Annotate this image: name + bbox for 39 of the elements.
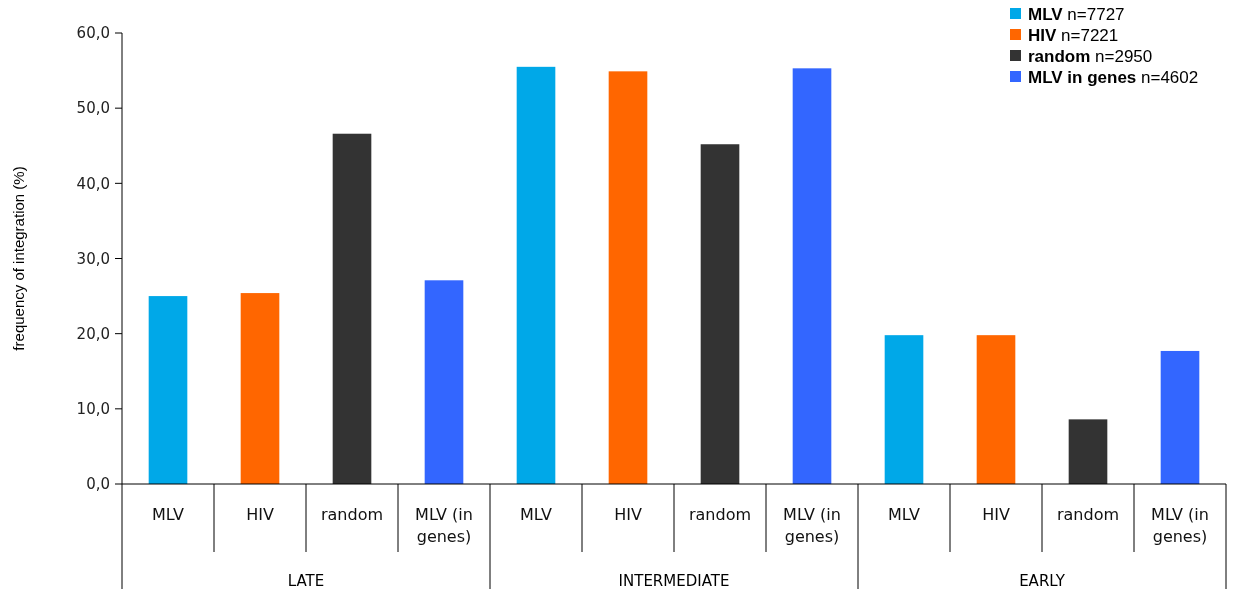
x-tick-label: HIV bbox=[982, 505, 1010, 524]
x-tick-label: MLV (in genes) bbox=[783, 505, 841, 546]
text: INTERMEDIATE bbox=[618, 572, 730, 589]
y-tick-label: 20,0 bbox=[76, 324, 110, 343]
x-tick-label: MLV bbox=[520, 505, 553, 524]
y-tick-label: 40,0 bbox=[76, 174, 110, 193]
bar bbox=[792, 68, 832, 484]
legend-label: MLV in genes n=4602 bbox=[1028, 67, 1199, 87]
bar bbox=[608, 71, 648, 484]
x-tick-label: MLV bbox=[888, 505, 921, 524]
bar bbox=[976, 335, 1016, 484]
bar bbox=[148, 296, 188, 484]
bar bbox=[240, 293, 280, 484]
x-tick-label: MLV (in genes) bbox=[1151, 505, 1209, 546]
legend-label: HIV n=7221 bbox=[1028, 25, 1119, 45]
x-tick-label: HIV bbox=[246, 505, 274, 524]
text: EARLY bbox=[1019, 572, 1066, 589]
y-tick-label: 10,0 bbox=[76, 400, 110, 419]
y-tick-label: 30,0 bbox=[76, 249, 110, 268]
bar bbox=[1160, 350, 1200, 484]
x-tick-label: random bbox=[688, 505, 752, 524]
bar bbox=[884, 335, 924, 484]
x-tick-label: random bbox=[1056, 505, 1120, 524]
bar bbox=[516, 66, 556, 484]
y-tick-label: 0,0 bbox=[86, 475, 110, 494]
bar bbox=[700, 144, 740, 484]
legend-label: random n=2950 bbox=[1028, 46, 1153, 66]
x-tick-label: HIV bbox=[614, 505, 642, 524]
x-tick-label: MLV (in genes) bbox=[415, 505, 473, 546]
x-tick-label: random bbox=[320, 505, 384, 524]
bar bbox=[424, 280, 464, 484]
legend-label: MLV n=7727 bbox=[1028, 4, 1125, 24]
x-tick-label: MLV bbox=[152, 505, 185, 524]
bar bbox=[1068, 419, 1108, 484]
y-tick-label: 60,0 bbox=[76, 24, 110, 43]
y-axis-title: frequency of integration (%) bbox=[10, 166, 27, 351]
bar bbox=[332, 133, 372, 484]
y-tick-label: 50,0 bbox=[76, 99, 110, 118]
text: LATE bbox=[287, 572, 325, 589]
